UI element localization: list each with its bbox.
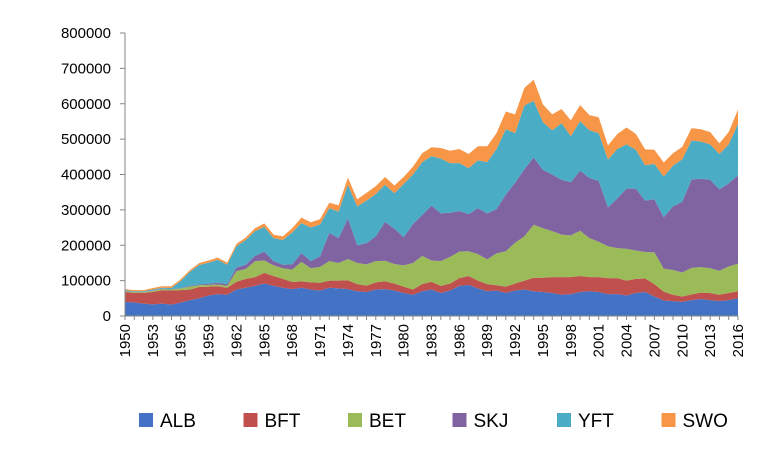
x-tick-label: 1995 [535,324,552,357]
y-tick-label: 800000 [61,25,111,42]
legend-label: SWO [683,411,728,432]
legend-label: SKJ [474,411,509,432]
x-tick-label: 1953 [145,324,162,357]
x-tick-label: 1980 [396,324,413,357]
y-tick-label: 500000 [61,131,111,148]
legend-label: BET [369,411,406,432]
legend-item-alb: ALB [139,411,196,432]
y-tick-label: 600000 [61,96,111,113]
x-tick-label: 1956 [173,324,190,357]
axes-layer: 0 100000 200000 300000 400000 500000 600000 700… [61,25,747,357]
legend-swatch [139,413,153,427]
x-tick-label: 1992 [507,324,524,357]
legend-swatch [452,413,467,427]
legend-item-bft: BFT [243,411,301,432]
x-tick-label: 2004 [619,324,636,357]
x-tick-label: 1977 [368,324,385,357]
y-tick-label: 200000 [61,237,111,254]
legend-label: BFT [265,411,301,432]
x-tick-label: 2007 [646,324,663,357]
y-tick-label: 400000 [61,167,111,184]
legend-label: ALB [160,411,196,432]
x-tick-label: 1989 [479,324,496,357]
area-skj [125,157,738,293]
areas-layer [125,79,738,316]
x-tick-label: 2013 [702,324,719,357]
y-tick-label: 700000 [61,60,111,77]
y-tick-label: 300000 [61,202,111,219]
legend-swatch [661,413,676,427]
x-tick-label: 1959 [201,324,218,357]
area-swo [125,79,738,292]
legend-swatch [243,413,258,427]
x-tick-label: 1968 [284,324,301,357]
x-tick-label: 1986 [451,324,468,357]
y-tick-label: 100000 [61,273,111,290]
x-tick-label: 2010 [674,324,691,357]
legend-item-yft: YFT [557,411,614,432]
x-tick-label: 1974 [340,324,357,357]
area-alb [125,283,738,316]
legend-swatch [348,413,362,427]
legend-swatch [557,413,571,427]
x-tick-label: 1965 [256,324,273,357]
x-tick-label: 2016 [730,324,747,357]
x-tick-label: 1983 [424,324,441,357]
legend: ALB BFT BET SKJ YFT SWO [139,411,728,432]
x-tick-label: 2001 [591,324,608,357]
legend-item-swo: SWO [661,411,728,432]
area-bft [125,272,738,305]
area-yft [125,100,738,292]
area-bet [125,224,738,297]
legend-item-skj: SKJ [452,411,509,432]
legend-label: YFT [578,411,614,432]
x-tick-label: 1962 [228,324,245,357]
x-tick-label: 1998 [563,324,580,357]
x-tick-label: 1971 [312,324,329,357]
x-tick-label: 1950 [117,324,134,357]
legend-item-bet: BET [348,411,406,432]
y-tick-label: 0 [103,308,111,325]
